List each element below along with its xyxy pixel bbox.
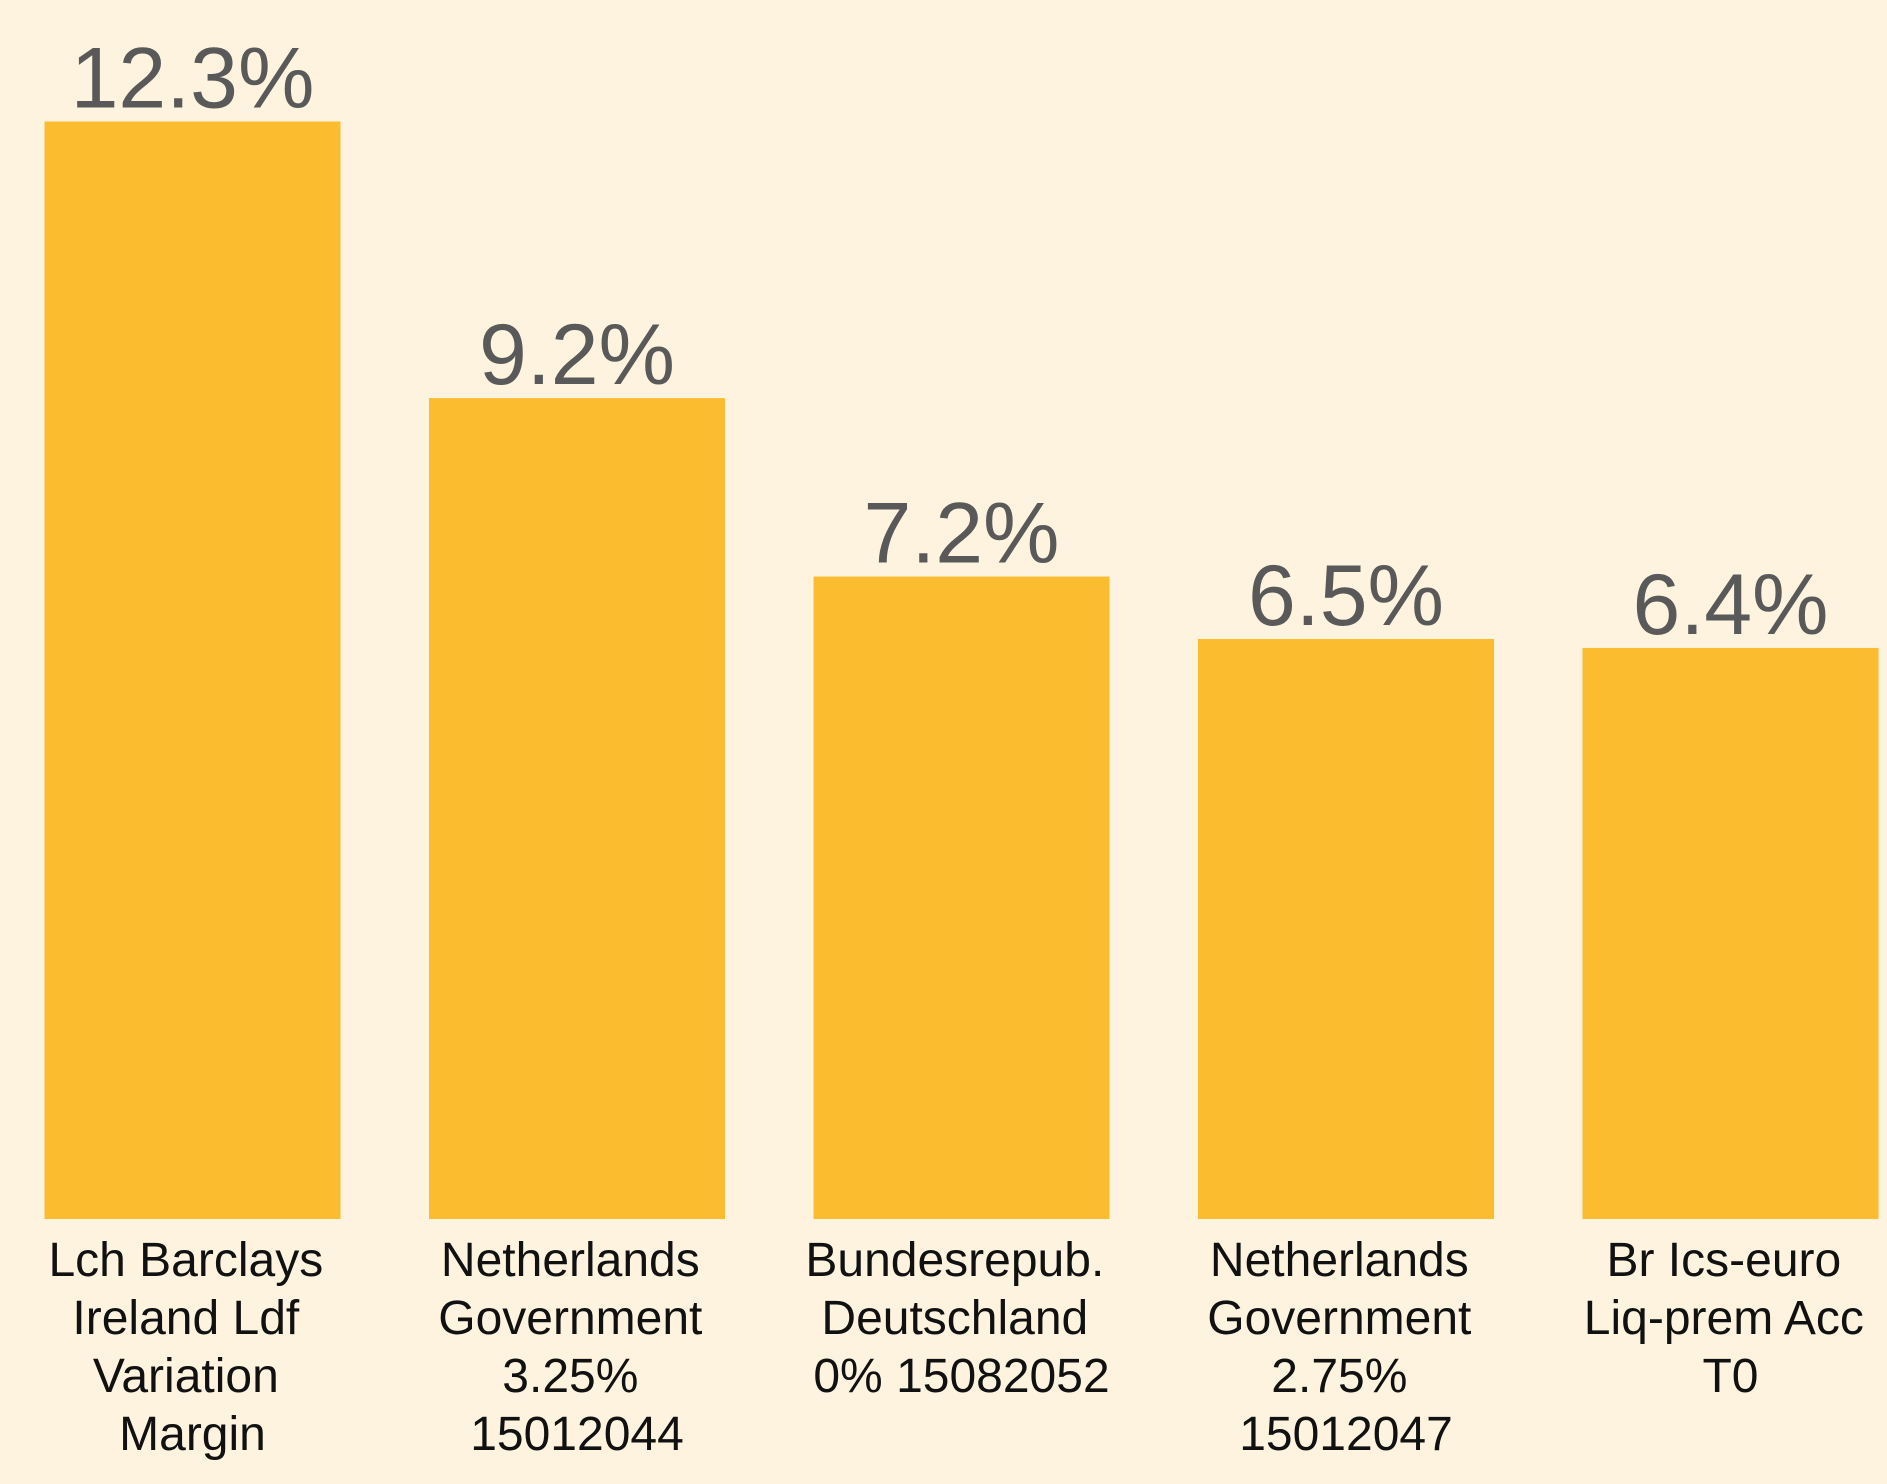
x-tick-label: Lch Barclays Ireland Ldf Variation Margi…: [48, 1234, 336, 1461]
x-tick-label-line: Margin: [119, 1408, 266, 1461]
data-label: 12.3%: [71, 31, 315, 127]
x-tick-label: Netherlands Government 3.25% 15012044: [438, 1234, 715, 1461]
x-tick-label: Bundesrepub. Deutschland 0% 15082052: [805, 1234, 1117, 1403]
x-tick-label-line: Ireland Ldf: [72, 1292, 312, 1345]
bar: [813, 576, 1110, 1219]
data-label: 7.2%: [863, 486, 1059, 582]
x-tick-label-line: Variation: [93, 1350, 292, 1403]
bar: [429, 398, 725, 1219]
x-tick-label-line: Netherlands: [441, 1234, 713, 1287]
x-tick-label-line: Netherlands: [1210, 1234, 1482, 1287]
x-tick-label-line: 0% 15082052: [813, 1350, 1109, 1403]
x-tick-label-line: 15012047: [1239, 1408, 1453, 1461]
x-tick-label-line: Liq-prem Acc: [1584, 1292, 1877, 1345]
x-tick-label-line: 15012044: [470, 1408, 684, 1461]
x-tick-label-line: Br Ics-euro: [1606, 1234, 1854, 1287]
x-tick-label: Br Ics-euro Liq-prem Acc T0: [1584, 1234, 1877, 1403]
data-label: 6.5%: [1248, 548, 1444, 644]
x-tick-label-line: Government: [438, 1292, 715, 1345]
x-tick-label-line: Lch Barclays: [48, 1234, 336, 1287]
x-tick-label-line: Bundesrepub.: [805, 1234, 1117, 1287]
data-label: 6.4%: [1632, 557, 1828, 653]
x-tick-label-line: T0: [1702, 1350, 1758, 1403]
x-tick-label-line: Government: [1207, 1292, 1484, 1345]
x-tick-label-line: 3.25%: [502, 1350, 651, 1403]
x-tick-label-line: 2.75%: [1271, 1350, 1420, 1403]
bar: [1198, 639, 1494, 1219]
x-tick-label: Netherlands Government 2.75% 15012047: [1207, 1234, 1484, 1461]
data-label: 9.2%: [479, 307, 675, 403]
bar: [44, 121, 341, 1219]
x-tick-label-line: Deutschland: [821, 1292, 1101, 1345]
bar: [1582, 647, 1879, 1219]
